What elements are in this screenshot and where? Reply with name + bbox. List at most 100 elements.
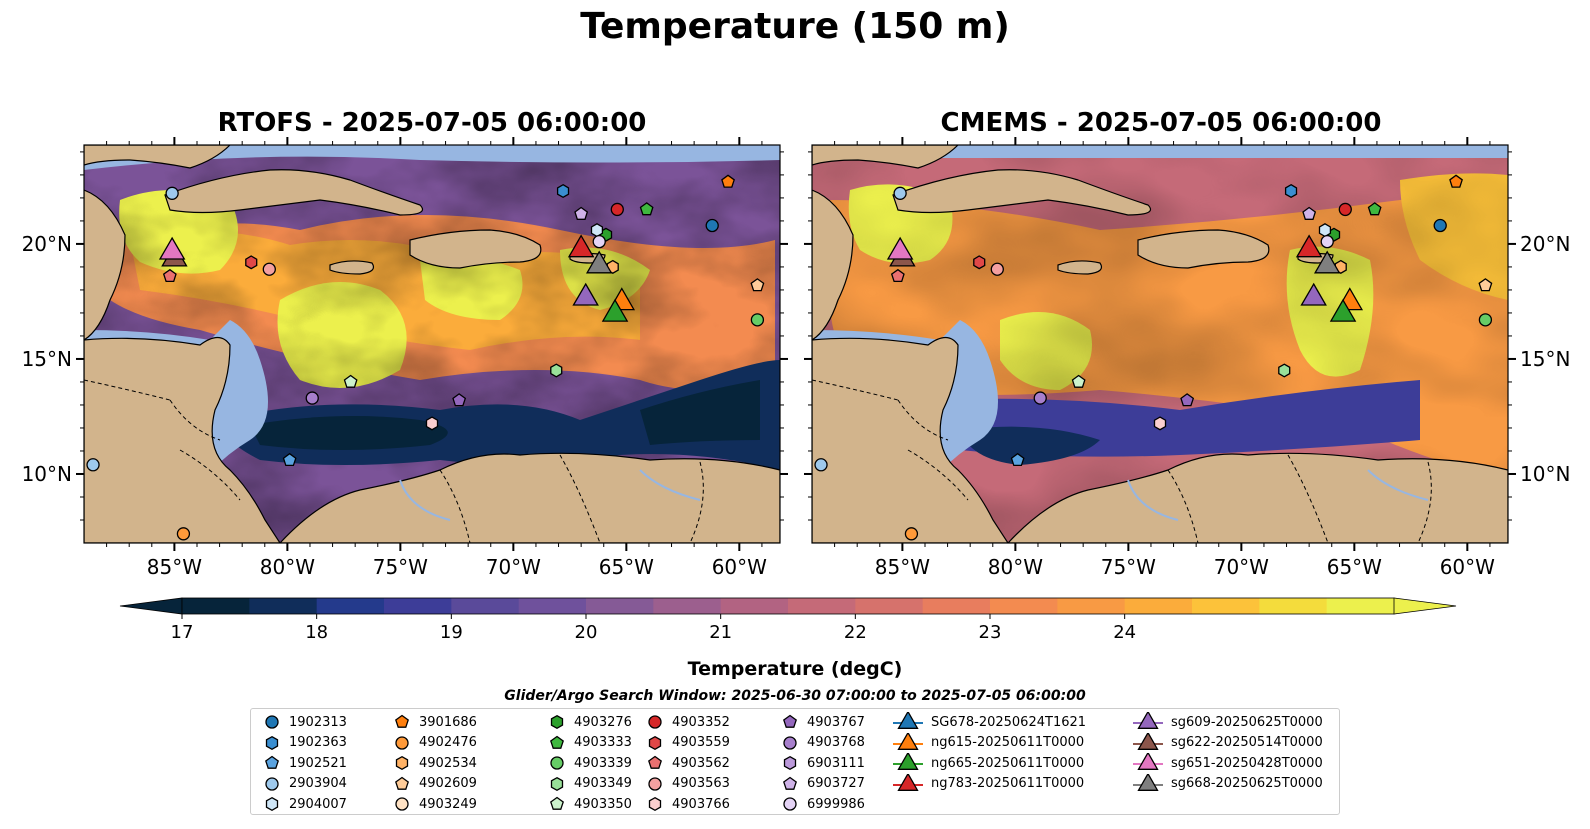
legend-item: 1902521: [261, 753, 347, 774]
legend-marker-icon: [783, 776, 797, 790]
x-tick-label: 70°W: [1214, 555, 1269, 579]
argo-float-marker: [1318, 223, 1332, 238]
y-tick-label: 15°N: [22, 347, 72, 371]
legend-item: SG678-20250624T1621: [891, 712, 1086, 733]
colorbar-segment: [922, 598, 991, 614]
figure-title: Temperature (150 m): [580, 6, 1010, 47]
land-florida: [812, 145, 959, 169]
glider-marker: [585, 250, 613, 274]
colorbar-label: Temperature (degC): [687, 658, 903, 680]
cold-pool-east: [640, 380, 760, 445]
legend-shape: [783, 714, 797, 729]
legend-marker-icon: [783, 714, 797, 729]
colorbar-segment: [518, 598, 587, 614]
legend-label: 4902534: [419, 755, 477, 771]
land-mexico: [812, 189, 854, 341]
argo-float-marker: [1478, 313, 1493, 327]
colorbar-segment: [384, 598, 452, 614]
glider-marker: [1300, 282, 1327, 306]
legend-label: 3901686: [419, 714, 477, 730]
colorbar-tick-label: 21: [709, 622, 732, 643]
legend-item: ng665-20250611T0000: [891, 753, 1086, 774]
glider-marker: [886, 236, 914, 260]
legend-marker-icon: [1133, 732, 1163, 750]
colorbar-segment: [990, 598, 1058, 614]
colorbar-segment: [451, 598, 520, 614]
legend-shape: [783, 756, 797, 771]
legend-shape: [265, 797, 279, 812]
argo-float-marker: [1338, 202, 1352, 217]
x-tick-label: 60°W: [1440, 555, 1495, 579]
x-tick-label: 60°W: [712, 555, 767, 579]
x-tick-label: 80°W: [988, 555, 1043, 579]
map-panel-rtofs: 85°W 80°W 75°W 70°W 65°W 60°W 20°N 15°N 10°N: [22, 137, 788, 579]
legend-label: 4903249: [419, 796, 477, 812]
legend-item: 4902476: [391, 733, 477, 754]
graticule-ticks-right: 85°W 80°W 75°W 70°W 65°W 60°W 20°N 15°N 10°N: [804, 137, 1570, 579]
argo-float-marker: [639, 202, 654, 216]
legend-shape: [550, 735, 564, 749]
legend-label: 1902313: [289, 714, 347, 730]
legend-marker-icon: [893, 753, 923, 771]
colorbar-segment: [1192, 598, 1260, 614]
argo-float-marker: [1320, 234, 1334, 249]
argo-float-marker: [1180, 393, 1195, 407]
legend-label: 4903339: [574, 755, 632, 771]
legend-shape: [395, 756, 409, 771]
argo-float-marker: [86, 458, 100, 472]
rivers: [399, 469, 701, 521]
colorbar-segment: [316, 598, 385, 614]
x-tick-label: 70°W: [486, 555, 541, 579]
argo-float-marker: [1449, 174, 1463, 188]
glider-marker: [567, 234, 595, 258]
argo-float-marker: [262, 262, 276, 276]
colorbar-tick-label: 18: [305, 622, 328, 643]
colorbar-tick-label: 19: [440, 622, 463, 643]
legend-label: 6903727: [807, 776, 865, 792]
cold-pool: [960, 426, 1100, 465]
legend-column: 4903352 4903559 4903562 4903563 4903766: [644, 712, 730, 815]
legend-label: ng615-20250611T0000: [931, 735, 1085, 751]
legend-shape: [265, 755, 279, 770]
land-yucatan-central-america: [812, 336, 1009, 543]
legend-marker-icon: [893, 732, 923, 750]
argo-float-marker: [705, 218, 719, 233]
legend-item: 1902363: [261, 733, 347, 754]
legend-marker-icon: [265, 715, 279, 729]
legend-label: 2903904: [289, 776, 347, 792]
x-tick-label: 80°W: [260, 555, 315, 579]
legend-item: ng615-20250611T0000: [891, 732, 1086, 754]
y-tick-label: 20°N: [22, 232, 72, 256]
argo-float-marker: [814, 458, 828, 472]
map-panel-cmems: 85°W 80°W 75°W 70°W 65°W 60°W 20°N 15°N 10°N: [804, 137, 1570, 579]
land-yucatan-central-america: [84, 336, 281, 543]
legend-label: sg622-20250514T0000: [1171, 735, 1323, 751]
y-tick-label: 20°N: [1520, 232, 1570, 256]
colorbar-segment: [586, 598, 654, 614]
panel-title-cmems: CMEMS - 2025-07-05 06:00:00: [940, 108, 1382, 138]
legend-label: 4903768: [807, 735, 865, 751]
glider-marker: [158, 236, 186, 260]
colorbar-extend-low: [119, 597, 183, 615]
argo-float-marker: [1367, 202, 1382, 216]
platform-markers: [86, 174, 1493, 541]
argo-float-marker: [750, 278, 765, 292]
glider-marker: [601, 298, 629, 322]
legend-marker-icon: [395, 756, 409, 771]
land-cuba: [164, 169, 424, 216]
legend-label: 4903559: [672, 735, 730, 751]
legend-shape: [783, 736, 797, 750]
rivers: [1127, 469, 1429, 521]
legend-marker-icon: [648, 755, 662, 770]
shelf-north: [84, 145, 780, 170]
legend-label: sg609-20250625T0000: [1171, 714, 1323, 730]
legend-shape: [648, 797, 662, 812]
x-tick-label: 85°W: [147, 555, 202, 579]
argo-float-marker: [590, 223, 604, 238]
legend-column: 4903767 4903768 6903111 6903727 6999986: [779, 712, 865, 815]
argo-float-marker: [556, 183, 570, 199]
y-tick-label: 10°N: [1520, 462, 1570, 486]
argo-float-marker: [574, 206, 589, 220]
legend: 1902313 1902363 1902521 2903904 2904007 39016…: [250, 708, 1340, 815]
legend-label: ng665-20250611T0000: [931, 755, 1085, 771]
